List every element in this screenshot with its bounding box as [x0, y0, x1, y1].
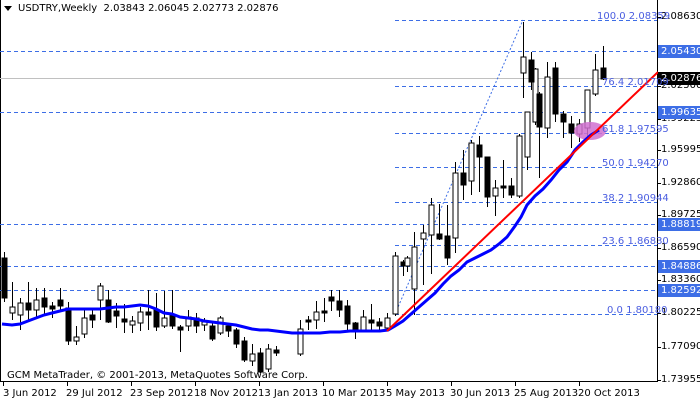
fib-level-label: 38.2 1.90944 [602, 193, 669, 204]
moving-average-line [1, 128, 600, 335]
dropdown-triangle-icon[interactable] [4, 5, 12, 11]
fib-level-label: 50.0 1.94270 [602, 158, 669, 169]
x-tick-label: 13 Jan 2013 [258, 388, 318, 399]
x-tick-label: 18 Nov 2012 [194, 388, 259, 399]
copyright-text: GCM MetaTrader, © 2001-2013, MetaQuotes … [7, 370, 308, 381]
x-tick-marks [3, 382, 580, 386]
fibonacci-levels[interactable] [395, 20, 657, 315]
x-tick-label: 3 Jun 2012 [3, 388, 57, 399]
x-tick-label: 25 Aug 2013 [514, 388, 579, 399]
level-price-box: 1.88819 [658, 218, 700, 231]
symbol-timeframe: USDTRY,Weekly [18, 3, 98, 14]
fib-level-label: 100.0 2.08359 [597, 11, 671, 22]
fib-level-label: 61.8 1.97595 [602, 124, 669, 135]
y-tick-label: 2.08630 [661, 11, 700, 22]
x-tick-label: 20 Oct 2013 [578, 388, 640, 399]
y-tick-label: 1.89725 [661, 209, 700, 220]
chart-header: USDTRY,Weekly 2.03843 2.06045 2.02773 2.… [4, 3, 278, 14]
y-tick-label: 1.92860 [661, 177, 700, 188]
x-tick-label: 29 Jul 2012 [66, 388, 123, 399]
candlesticks [1, 22, 607, 373]
level-price-box: 1.82592 [658, 284, 700, 297]
y-tick-label: 1.95995 [661, 144, 700, 155]
fib-level-label: 76.4 2.01709 [602, 77, 669, 88]
fib-level-label: 23.6 1.86830 [602, 236, 669, 247]
level-price-box: 1.99635 [658, 106, 700, 119]
trend-line[interactable] [386, 71, 659, 332]
fib-level-label: 0.0 1.80180 [607, 305, 668, 316]
x-tick-label: 10 Mar 2013 [322, 388, 386, 399]
y-tick-label: 2.02500 [661, 80, 700, 91]
y-tick-marks [657, 17, 661, 381]
y-tick-label: 1.77090 [661, 341, 700, 352]
x-tick-label: 23 Sep 2012 [130, 388, 194, 399]
y-tick-label: 1.86590 [661, 242, 700, 253]
y-tick-label: 1.80225 [661, 307, 700, 318]
current-price-box: 2.02876 [658, 72, 700, 85]
highlight-ellipse[interactable] [574, 122, 606, 140]
x-tick-label: 5 May 2013 [386, 388, 445, 399]
ohlc-values: 2.03843 2.06045 2.02773 2.02876 [103, 3, 279, 14]
x-tick-label: 30 Jun 2013 [450, 388, 511, 399]
level-price-box: 2.05430 [658, 45, 700, 58]
y-tick-label: 1.83360 [661, 274, 700, 285]
level-price-box: 1.84886 [658, 260, 700, 273]
y-tick-label: 1.73955 [661, 374, 700, 385]
